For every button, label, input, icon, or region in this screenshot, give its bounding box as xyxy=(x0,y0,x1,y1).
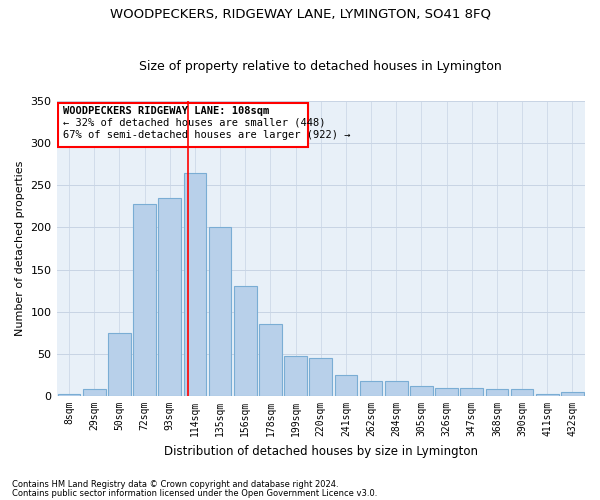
Bar xyxy=(310,358,332,396)
Title: Size of property relative to detached houses in Lymington: Size of property relative to detached ho… xyxy=(139,60,502,74)
Bar xyxy=(410,386,433,396)
Bar xyxy=(284,356,307,396)
Text: WOODPECKERS, RIDGEWAY LANE, LYMINGTON, SO41 8FQ: WOODPECKERS, RIDGEWAY LANE, LYMINGTON, S… xyxy=(110,8,491,20)
Bar xyxy=(158,198,181,396)
Bar xyxy=(58,102,308,148)
Text: Contains public sector information licensed under the Open Government Licence v3: Contains public sector information licen… xyxy=(12,488,377,498)
Bar xyxy=(184,172,206,396)
Bar xyxy=(561,392,584,396)
Bar xyxy=(234,286,257,396)
Text: WOODPECKERS RIDGEWAY LANE: 108sqm: WOODPECKERS RIDGEWAY LANE: 108sqm xyxy=(63,106,269,116)
Bar xyxy=(460,388,483,396)
Text: ← 32% of detached houses are smaller (448): ← 32% of detached houses are smaller (44… xyxy=(63,118,325,128)
Bar xyxy=(435,388,458,396)
Bar xyxy=(385,381,407,396)
Bar xyxy=(335,375,357,396)
Bar xyxy=(209,228,232,396)
Bar xyxy=(485,390,508,396)
Y-axis label: Number of detached properties: Number of detached properties xyxy=(15,161,25,336)
Bar xyxy=(133,204,156,396)
Bar xyxy=(360,381,382,396)
Bar xyxy=(58,394,80,396)
Bar xyxy=(83,390,106,396)
Text: 67% of semi-detached houses are larger (922) →: 67% of semi-detached houses are larger (… xyxy=(63,130,350,140)
Text: Contains HM Land Registry data © Crown copyright and database right 2024.: Contains HM Land Registry data © Crown c… xyxy=(12,480,338,489)
Bar xyxy=(108,333,131,396)
Bar xyxy=(511,390,533,396)
Bar xyxy=(536,394,559,396)
Bar xyxy=(259,324,282,396)
X-axis label: Distribution of detached houses by size in Lymington: Distribution of detached houses by size … xyxy=(164,444,478,458)
